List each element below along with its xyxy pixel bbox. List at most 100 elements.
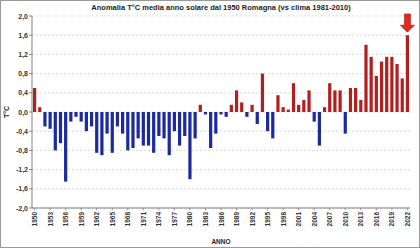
y-tick-label: -1,6 <box>16 185 28 193</box>
bar <box>80 112 83 122</box>
x-tick <box>50 208 51 211</box>
bar <box>199 105 202 112</box>
x-tick-label: 1974 <box>155 212 162 227</box>
arrow <box>400 14 414 32</box>
y-tick-label: -0,4 <box>16 128 28 136</box>
bar <box>261 74 264 112</box>
bar <box>209 112 212 148</box>
bar <box>271 112 274 138</box>
bar <box>344 112 347 134</box>
x-tick-label: 2010 <box>342 212 349 227</box>
bar <box>59 112 62 143</box>
bar <box>183 112 186 136</box>
bar <box>240 102 243 112</box>
x-tick-label: 2007 <box>326 212 333 227</box>
x-tick-label: 1986 <box>218 212 225 227</box>
bar <box>95 112 98 153</box>
y-tick <box>29 112 32 113</box>
x-tick-label: 1968 <box>124 212 131 227</box>
bar <box>338 90 341 112</box>
y-tick-label: -1,2 <box>16 166 28 174</box>
x-tick-label: 1989 <box>233 212 240 227</box>
bar <box>38 107 41 112</box>
grid-line <box>32 16 410 17</box>
bar <box>250 105 253 112</box>
bar <box>162 112 165 138</box>
y-tick <box>29 54 32 55</box>
x-tick-label: 1971 <box>140 212 147 227</box>
bar <box>349 88 352 112</box>
y-tick-label: 0,0 <box>18 109 28 117</box>
bar <box>292 83 295 112</box>
x-tick-label: 1959 <box>78 212 85 227</box>
x-tick-label: 2019 <box>388 212 395 227</box>
bar <box>328 83 331 112</box>
y-tick-label: -2,0 <box>16 205 28 213</box>
x-tick <box>65 208 66 211</box>
bar <box>214 112 217 134</box>
x-tick <box>298 208 299 211</box>
x-tick <box>189 208 190 211</box>
y-tick-label: 1,2 <box>18 51 28 59</box>
bar <box>194 112 197 138</box>
grid-line <box>32 188 410 189</box>
y-tick <box>29 92 32 93</box>
y-tick-label: -0,8 <box>16 147 28 155</box>
x-tick-label: 1953 <box>47 212 54 227</box>
x-tick <box>96 208 97 211</box>
bar <box>323 107 326 112</box>
grid-line <box>32 131 410 132</box>
grid-line <box>32 35 410 36</box>
bar <box>131 112 134 148</box>
y-tick <box>29 169 32 170</box>
x-tick-label: 1992 <box>249 212 256 227</box>
bar <box>142 112 145 146</box>
bar <box>359 100 362 112</box>
bar <box>256 112 259 124</box>
bar <box>49 112 52 129</box>
x-tick <box>205 208 206 211</box>
x-tick <box>283 208 284 211</box>
grid-line <box>32 92 410 93</box>
bar <box>333 90 336 112</box>
y-tick <box>29 208 32 209</box>
title: Anomalia T°C media anno solare dal 1950 … <box>91 3 351 12</box>
x-tick-label: 2016 <box>373 212 380 227</box>
bar <box>111 112 114 153</box>
x-tick <box>174 208 175 211</box>
bar <box>230 105 233 112</box>
bar <box>235 90 238 112</box>
bar <box>375 76 378 112</box>
bar <box>152 112 155 153</box>
bar <box>245 112 248 117</box>
bar <box>390 57 393 112</box>
x-tick <box>158 208 159 211</box>
bar <box>307 90 310 112</box>
x-axis-label: ANNO <box>211 238 230 245</box>
bar <box>85 112 88 131</box>
y-tick-label: 2,0 <box>18 13 28 21</box>
x-tick <box>376 208 377 211</box>
x-tick-label: 2013 <box>357 212 364 227</box>
x-tick <box>345 208 346 211</box>
bar <box>147 112 150 146</box>
bar <box>137 112 140 138</box>
bar <box>116 112 119 126</box>
bar <box>188 112 191 179</box>
x-tick <box>127 208 128 211</box>
bar <box>168 112 171 155</box>
y-tick-label: 1,6 <box>18 32 28 40</box>
bar <box>121 112 124 134</box>
x-tick <box>329 208 330 211</box>
x-tick <box>221 208 222 211</box>
y-tick <box>29 131 32 132</box>
bar <box>54 112 57 150</box>
x-tick <box>252 208 253 211</box>
bar <box>370 57 373 112</box>
y-tick <box>29 16 32 17</box>
bar <box>276 95 279 112</box>
x-tick-label: 1977 <box>171 212 178 227</box>
bar <box>173 112 176 131</box>
bar <box>43 112 46 126</box>
x-tick-label: 1983 <box>202 212 209 227</box>
